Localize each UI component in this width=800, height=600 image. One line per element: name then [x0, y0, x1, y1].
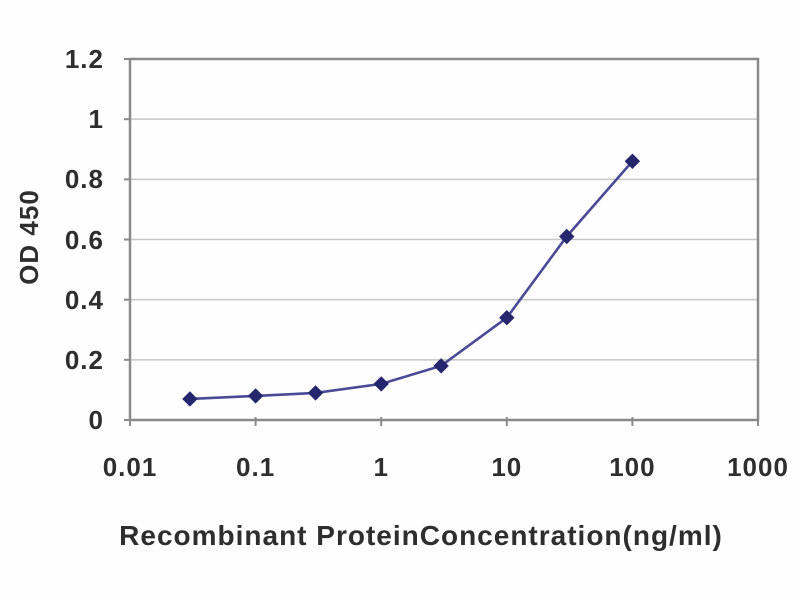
- data-point-marker: [373, 376, 389, 392]
- data-point-marker: [182, 391, 198, 407]
- y-tick-label: 0.4: [64, 284, 104, 315]
- y-tick-label: 0.2: [64, 344, 104, 375]
- x-tick-label: 1: [373, 452, 389, 482]
- x-tick-label: 0.01: [102, 452, 158, 482]
- data-point-marker: [307, 385, 324, 401]
- x-tick-label: 10: [491, 452, 523, 482]
- x-tick-label: 1000: [727, 452, 789, 482]
- x-axis-title: Recombinant ProteinConcentration(ng/ml): [119, 520, 723, 551]
- data-point-marker: [624, 153, 641, 169]
- data-point-marker: [247, 388, 264, 404]
- y-tick-label: 0.6: [64, 224, 104, 255]
- data-line: [189, 160, 634, 401]
- y-axis-title: OD 450: [14, 189, 44, 285]
- y-tick-label: 0.8: [64, 164, 104, 195]
- y-tick-label: 1.2: [64, 44, 104, 74]
- data-point-marker: [559, 228, 575, 245]
- y-tick-label: 0: [88, 405, 104, 435]
- x-tick-label: 0.1: [236, 452, 276, 482]
- x-tick-label: 100: [609, 452, 656, 482]
- data-point-marker: [433, 358, 449, 374]
- y-tick-label: 1: [88, 104, 104, 135]
- data-point-marker: [499, 310, 515, 326]
